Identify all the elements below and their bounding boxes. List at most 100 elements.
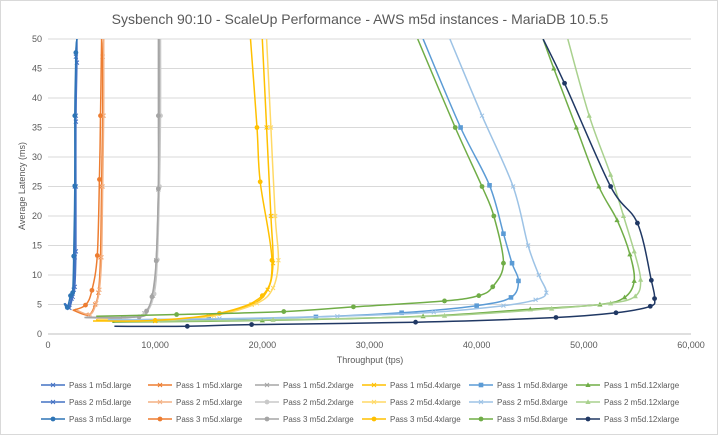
data-point: [72, 113, 78, 119]
legend-label: Pass 3 m5d.xlarge: [176, 415, 243, 424]
data-point: [627, 251, 633, 257]
data-point: [614, 217, 620, 223]
data-point: [608, 184, 614, 189]
data-point: [268, 125, 274, 130]
data-point: [155, 186, 161, 192]
data-point: [613, 310, 619, 316]
data-point: [543, 290, 549, 296]
legend-label: Pass 1 m5d.12xlarge: [604, 381, 680, 390]
series-line: [114, 39, 656, 328]
data-point: [631, 278, 637, 283]
series-pass-2-m5d-large: [65, 39, 80, 311]
data-point: [270, 317, 276, 322]
data-point: [452, 125, 458, 130]
data-point: [573, 124, 579, 130]
data-point: [413, 319, 418, 325]
data-point: [620, 213, 627, 218]
legend-label: Pass 2 m5d.large: [69, 398, 132, 407]
data-point: [647, 303, 653, 309]
legend-label: Pass 2 m5d.12xlarge: [604, 398, 680, 407]
data-point: [100, 184, 106, 189]
data-point: [536, 272, 542, 278]
legend-label: Pass 2 m5d.2xlarge: [283, 398, 354, 407]
legend-item: Pass 1 m5d.xlarge: [148, 381, 243, 390]
chart-title: Sysbench 90:10 - ScaleUp Performance - A…: [112, 11, 609, 27]
legend-label: Pass 3 m5d.8xlarge: [497, 415, 568, 424]
data-point: [632, 293, 638, 299]
data-point: [652, 296, 657, 301]
y-tick-label: 25: [32, 182, 42, 192]
x-tick-label: 50,000: [570, 340, 598, 350]
series-line: [114, 39, 642, 323]
series-pass-3-m5d-large: [63, 39, 79, 310]
data-point: [441, 312, 448, 318]
series-line: [92, 39, 273, 322]
data-point: [94, 253, 100, 258]
data-point: [525, 243, 531, 248]
y-tick-label: 40: [32, 93, 42, 103]
data-point: [351, 304, 356, 310]
data-point: [334, 313, 340, 319]
data-point: [533, 297, 538, 303]
legend-item: Pass 2 m5d.2xlarge: [255, 398, 354, 407]
x-tick-label: 10,000: [141, 340, 169, 350]
data-point: [631, 248, 637, 254]
data-point: [509, 260, 515, 266]
legend-swatch-marker: [585, 382, 591, 387]
y-tick-label: 20: [32, 211, 42, 221]
data-point: [270, 285, 276, 291]
y-axis-title: Average Latency (ms): [17, 142, 27, 230]
legend-label: Pass 2 m5d.xlarge: [176, 398, 243, 407]
data-point: [184, 323, 190, 329]
legend-item: Pass 1 m5d.12xlarge: [576, 381, 680, 390]
data-point: [608, 171, 614, 177]
legend-item: Pass 2 m5d.xlarge: [148, 398, 243, 407]
data-point: [269, 257, 275, 263]
series-pass-1-m5d-12xlarge: [112, 39, 637, 323]
data-point: [152, 318, 158, 323]
series-pass-1-m5d-4xlarge: [96, 39, 276, 324]
legend-item: Pass 1 m5d.8xlarge: [469, 381, 568, 390]
data-point: [98, 113, 103, 119]
data-point: [89, 287, 95, 293]
legend-label: Pass 1 m5d.8xlarge: [497, 381, 568, 390]
legend-swatch-marker: [478, 399, 484, 405]
series-line: [106, 39, 520, 322]
y-tick-label: 10: [32, 270, 42, 280]
legend-label: Pass 1 m5d.2xlarge: [283, 381, 354, 390]
data-point: [155, 113, 161, 119]
legend-item: Pass 2 m5d.8xlarge: [469, 398, 568, 407]
x-tick-label: 20,000: [249, 340, 277, 350]
legend-label: Pass 2 m5d.4xlarge: [390, 398, 461, 407]
legend-item: Pass 2 m5d.4xlarge: [362, 398, 461, 407]
data-point: [259, 293, 265, 299]
data-point: [458, 125, 463, 130]
data-point: [254, 125, 260, 130]
data-point: [562, 80, 567, 86]
legend-item: Pass 3 m5d.12xlarge: [576, 415, 680, 424]
data-point: [264, 125, 269, 130]
legend-swatch-marker: [50, 416, 56, 422]
series-pass-3-m5d-2xlarge: [84, 39, 161, 320]
data-point: [476, 293, 482, 299]
x-tick-label: 30,000: [356, 340, 384, 350]
legend-swatch-marker: [371, 416, 377, 422]
data-point: [64, 305, 70, 310]
y-tick-label: 5: [37, 300, 42, 310]
legend-label: Pass 3 m5d.12xlarge: [604, 415, 680, 424]
data-point: [249, 322, 255, 327]
data-point: [501, 260, 506, 266]
data-point: [621, 294, 628, 300]
data-point: [479, 184, 485, 189]
series-pass-3-m5d-4xlarge: [92, 39, 275, 323]
data-point: [635, 220, 640, 226]
legend-swatch-marker: [157, 382, 163, 388]
legend-swatch-marker: [157, 399, 163, 405]
data-point: [586, 112, 592, 118]
y-tick-label: 0: [37, 329, 42, 339]
data-point: [174, 312, 180, 317]
data-point: [97, 287, 102, 293]
legend-swatch-marker: [264, 382, 270, 388]
data-point: [608, 300, 614, 306]
